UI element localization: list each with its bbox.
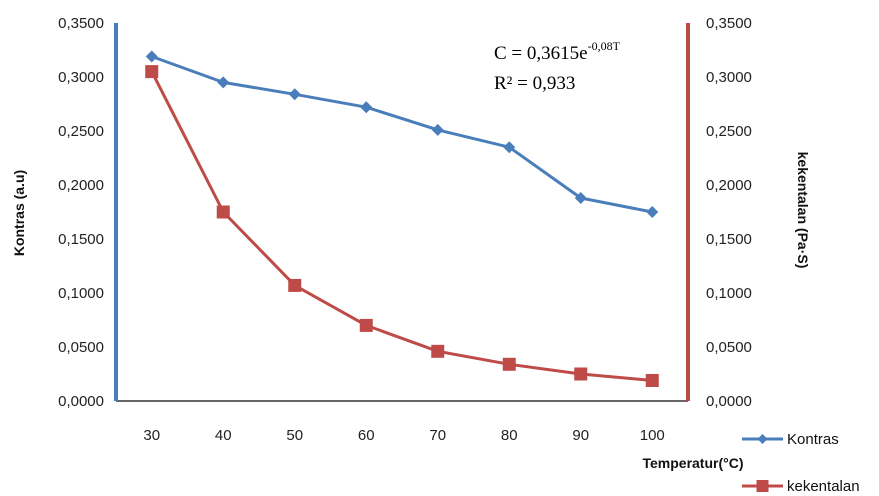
data-point-kontras	[646, 206, 659, 218]
fit-equation: C = 0,3615e-0,08T	[494, 39, 621, 64]
fit-r-squared: R² = 0,933	[494, 73, 575, 94]
data-point-kontras	[217, 76, 230, 89]
data-point-kekentalan	[216, 205, 230, 219]
data-point-kontras	[431, 123, 444, 136]
series-line-kekentalan	[150, 70, 653, 382]
x-tick-label: 80	[501, 427, 518, 444]
x-tick-label: 50	[286, 427, 303, 444]
x-tick-label: 90	[572, 427, 589, 444]
data-point-kontras	[288, 88, 301, 101]
y-tick-label: 0,0000	[58, 393, 104, 410]
y-tick-label: 0,2500	[58, 123, 104, 140]
data-point-kontras	[503, 141, 516, 154]
y-tick-label: 0,1000	[58, 285, 104, 302]
legend-label-kontras: Kontras	[787, 431, 839, 448]
left-axis-tick-labels: 0,0000 0,0500 0,1000 0,1500 0,2000 0,2500 0,30…	[58, 15, 104, 410]
x-tick-label: 70	[429, 427, 446, 444]
y-tick-label: 0,1500	[58, 231, 104, 248]
data-point-kekentalan	[502, 357, 516, 371]
x-axis-title: Temperatur(°C)	[642, 455, 743, 471]
y-tick-label: 0,2000	[58, 177, 104, 194]
x-axis-tick-labels: 30 40 50 60 70 80 90 100	[143, 427, 664, 444]
y2-tick-label: 0,1500	[706, 231, 752, 248]
data-point-kontras	[145, 50, 158, 63]
legend-label-kekentalan: kekentalan	[787, 478, 860, 495]
series-layer	[145, 50, 659, 387]
data-point-kontras	[360, 101, 373, 114]
y-tick-label: 0,3000	[58, 69, 104, 86]
y-axis-title: Kontras (a.u)	[11, 170, 27, 256]
right-axis-tick-labels: 0,0000 0,0500 0,1000 0,1500 0,2000 0,2500 0,30…	[706, 15, 752, 410]
legend: Kontras kekentalan	[742, 431, 860, 495]
data-point-kekentalan	[645, 373, 659, 387]
data-point-kekentalan	[288, 278, 302, 292]
data-point-kekentalan	[359, 318, 373, 332]
y2-tick-label: 0,0500	[706, 339, 752, 356]
data-point-kekentalan	[431, 344, 445, 358]
y-tick-label: 0,3500	[58, 15, 104, 32]
data-point-kekentalan	[574, 367, 588, 381]
y2-tick-label: 0,3000	[706, 69, 752, 86]
fit-equation-main: C = 0,3615e	[494, 43, 588, 64]
y2-tick-label: 0,0000	[706, 393, 752, 410]
x-tick-label: 100	[640, 427, 665, 444]
y-tick-label: 0,0500	[58, 339, 104, 356]
y2-tick-label: 0,2500	[706, 123, 752, 140]
x-tick-label: 40	[215, 427, 232, 444]
y2-tick-label: 0,3500	[706, 15, 752, 32]
legend-marker-kontras	[757, 434, 768, 444]
data-point-kontras	[574, 191, 587, 204]
x-tick-label: 60	[358, 427, 375, 444]
x-tick-label: 30	[143, 427, 160, 444]
y2-tick-label: 0,2000	[706, 177, 752, 194]
y2-tick-label: 0,1000	[706, 285, 752, 302]
data-point-kekentalan	[145, 65, 159, 79]
legend-marker-kekentalan	[756, 480, 769, 492]
y2-axis-title: kekentalan (Pa·S)	[795, 152, 811, 269]
series-line-kontras	[151, 55, 653, 214]
fit-equation-exponent: -0,08T	[588, 39, 621, 53]
